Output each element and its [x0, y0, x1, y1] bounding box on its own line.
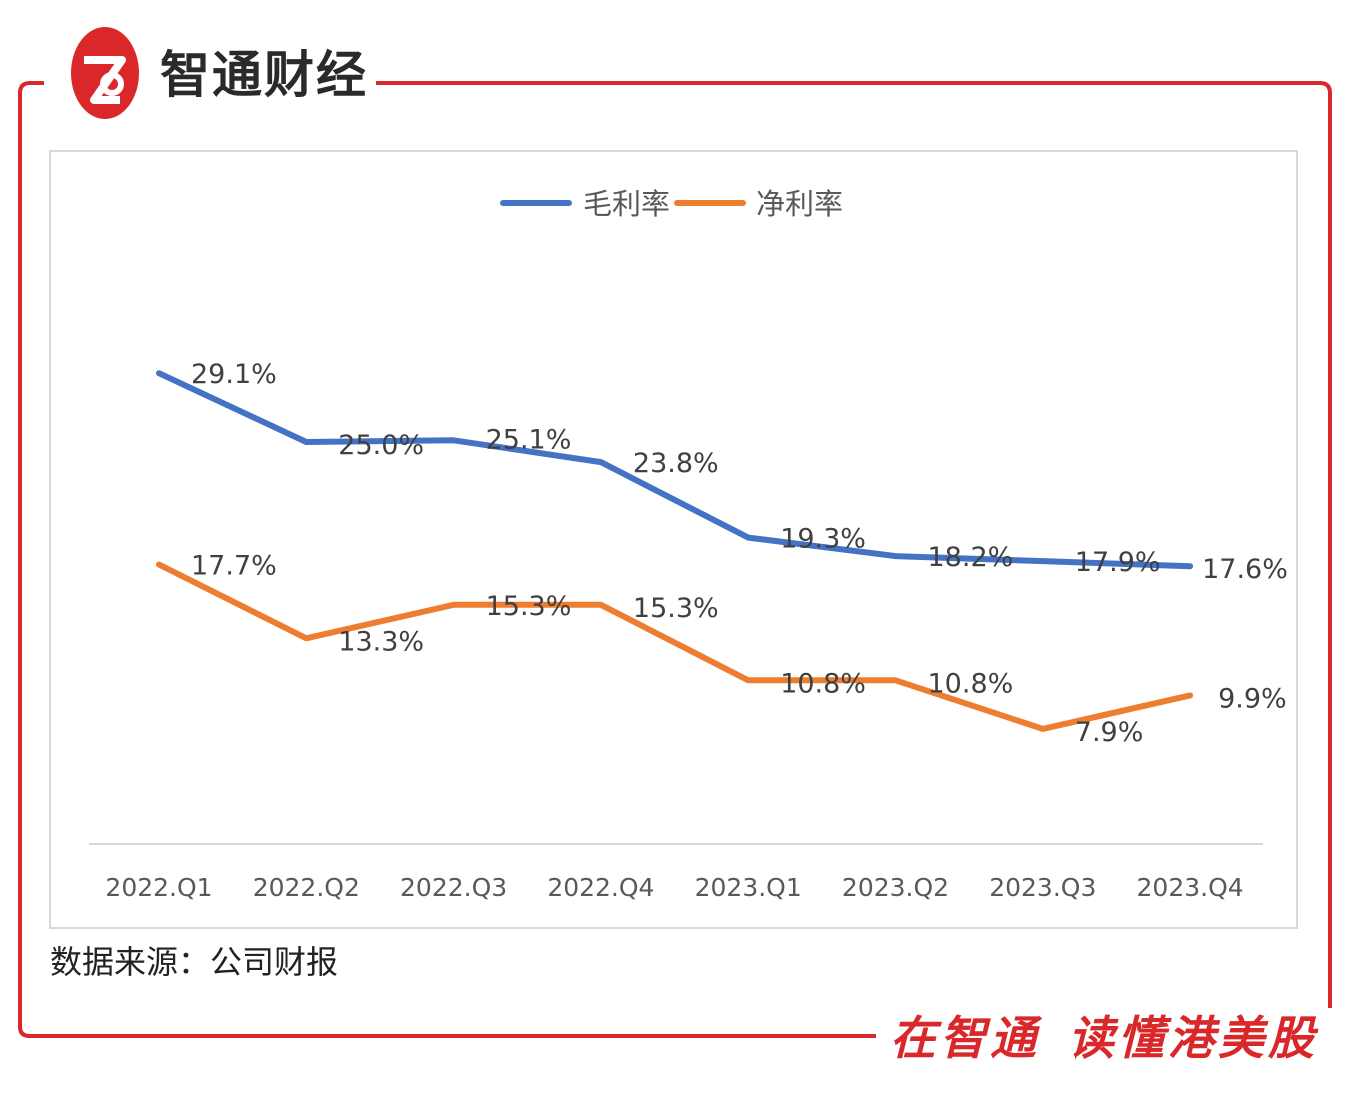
- x-tick-label: 2022.Q1: [105, 873, 212, 902]
- data-label: 13.3%: [338, 626, 424, 657]
- data-source-note: 数据来源：公司财报: [50, 943, 339, 981]
- data-label: 15.3%: [633, 593, 719, 624]
- series-line: [156, 561, 1194, 732]
- data-labels: 29.1% 25.0% 25.1% 23.8% 19.3% 18.2% 17.9% 17.6%…: [191, 359, 1288, 748]
- line-chart: 毛利率 净利率 2022.Q1 2022.Q2 2022.Q3 2022.Q4 2023.…: [89, 187, 1288, 902]
- legend-label: 毛利率: [583, 187, 670, 221]
- x-tick-label: 2023.Q4: [1137, 873, 1244, 902]
- x-tick-label: 2023.Q3: [989, 873, 1096, 902]
- data-label: 25.1%: [486, 424, 572, 455]
- data-label: 19.3%: [780, 524, 866, 555]
- data-label: 23.8%: [633, 448, 719, 479]
- zhitong-logo-icon: [70, 26, 140, 120]
- data-label: 18.2%: [928, 542, 1014, 573]
- chart-panel: 毛利率 净利率 2022.Q1 2022.Q2 2022.Q3 2022.Q4 2023.…: [49, 150, 1298, 929]
- chart-legend: 毛利率 净利率: [500, 187, 843, 221]
- data-label: 29.1%: [191, 359, 277, 390]
- x-tick-label: 2023.Q1: [695, 873, 802, 902]
- data-label: 25.0%: [338, 430, 424, 461]
- data-label: 10.8%: [928, 668, 1014, 699]
- data-label: 17.9%: [1075, 547, 1161, 578]
- slogan-part-2: 读懂港美股: [1068, 1011, 1318, 1065]
- legend-label: 净利率: [756, 187, 843, 221]
- x-tick-label: 2022.Q2: [253, 873, 360, 902]
- x-tick-label: 2022.Q3: [400, 873, 507, 902]
- data-label: 17.6%: [1202, 554, 1288, 585]
- slogan: 在智通 读懂港美股: [876, 1008, 1332, 1068]
- data-label: 15.3%: [486, 591, 572, 622]
- x-axis-ticks: 2022.Q1 2022.Q2 2022.Q3 2022.Q4 2023.Q1 2023.…: [105, 873, 1243, 902]
- slogan-part-1: 在智通: [890, 1011, 1040, 1065]
- data-label: 10.8%: [780, 668, 866, 699]
- series-line: [156, 370, 1194, 570]
- series-lines: [156, 370, 1194, 732]
- data-label: 7.9%: [1075, 717, 1144, 748]
- x-tick-label: 2023.Q2: [842, 873, 949, 902]
- data-label: 9.9%: [1218, 683, 1287, 714]
- brand-name: 智通财经: [156, 40, 376, 110]
- x-tick-label: 2022.Q4: [547, 873, 654, 902]
- data-label: 17.7%: [191, 550, 277, 581]
